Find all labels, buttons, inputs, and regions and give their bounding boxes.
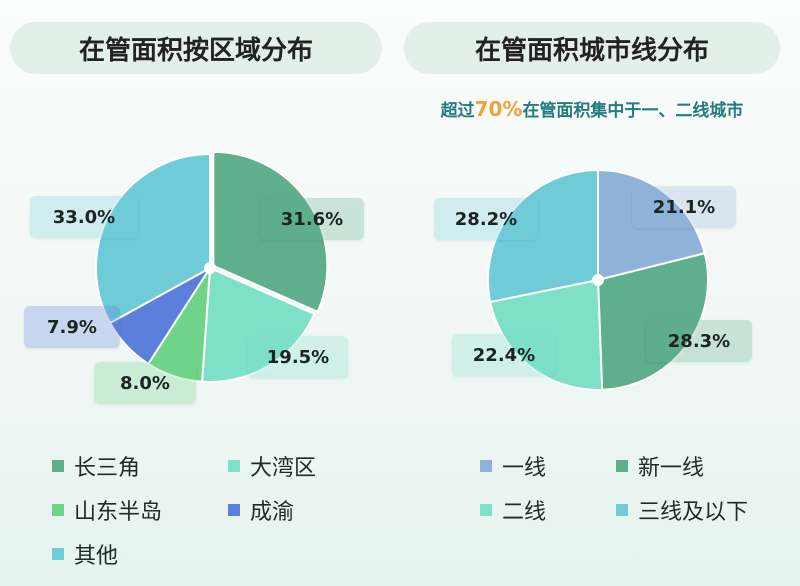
legend-label: 其他 [74, 544, 119, 569]
legend-swatch [228, 504, 240, 516]
legend-label: 大湾区 [250, 456, 317, 481]
slice-label-1-0: 21.1% [632, 186, 736, 228]
pie-slice-0-4 [95, 152, 211, 325]
pie-slice-0-0 [212, 150, 329, 314]
legend-item-1-3: 三线及以下 [616, 494, 748, 526]
legend-item-1-1: 新一线 [616, 450, 704, 482]
legend-item-0-2: 山东半岛 [52, 494, 162, 526]
legend-label: 长三角 [74, 456, 141, 481]
subtitle-prefix: 超过 [440, 101, 475, 121]
slice-label-1-2: 22.4% [452, 334, 556, 376]
slice-label-0-0: 31.6% [260, 198, 364, 240]
pie-slice-1-3 [487, 168, 599, 304]
pie-slice-1-0 [597, 168, 706, 282]
legend-item-1-0: 一线 [480, 450, 546, 482]
legend-swatch [616, 504, 628, 516]
legend-swatch [52, 460, 64, 472]
subtitle-highlight: 70% [474, 97, 523, 121]
legend-item-0-1: 大湾区 [228, 450, 316, 482]
legend-swatch [480, 504, 492, 516]
legend-label: 成渝 [250, 500, 295, 525]
slice-label-0-4: 33.0% [30, 196, 138, 238]
legend-label: 二线 [502, 500, 547, 525]
pie-slice-0-1 [201, 266, 316, 383]
pie-slice-1-2 [489, 278, 604, 391]
legend-item-0-0: 长三角 [52, 450, 140, 482]
chart-title-right: 在管面积城市线分布 [404, 22, 780, 74]
chart-title-left: 在管面积按区域分布 [10, 22, 382, 74]
legend-swatch [480, 460, 492, 472]
pie-center-dot-1 [592, 274, 604, 286]
legend-swatch [228, 460, 240, 472]
chart-subtitle: 超过70%在管面积集中于一、二线城市 [404, 96, 780, 121]
slice-label-0-2: 8.0% [94, 362, 196, 404]
legend-label: 三线及以下 [638, 500, 749, 525]
legend-swatch [52, 548, 64, 560]
legend-item-1-2: 二线 [480, 494, 546, 526]
slice-label-1-1: 28.3% [646, 320, 752, 362]
slice-label-0-1: 19.5% [248, 336, 348, 378]
pie-center-dot-0 [204, 262, 216, 274]
pie-slice-1-1 [596, 252, 709, 391]
legend-label: 一线 [502, 456, 547, 481]
legend-item-0-3: 成渝 [228, 494, 294, 526]
legend-label: 山东半岛 [74, 500, 163, 525]
slice-label-0-3: 7.9% [24, 306, 120, 348]
legend-swatch [52, 504, 64, 516]
legend-label: 新一线 [638, 456, 705, 481]
slice-label-1-3: 28.2% [434, 198, 538, 240]
subtitle-suffix: 在管面积集中于一、二线城市 [522, 101, 744, 121]
legend-swatch [616, 460, 628, 472]
legend-item-0-4: 其他 [52, 538, 118, 570]
